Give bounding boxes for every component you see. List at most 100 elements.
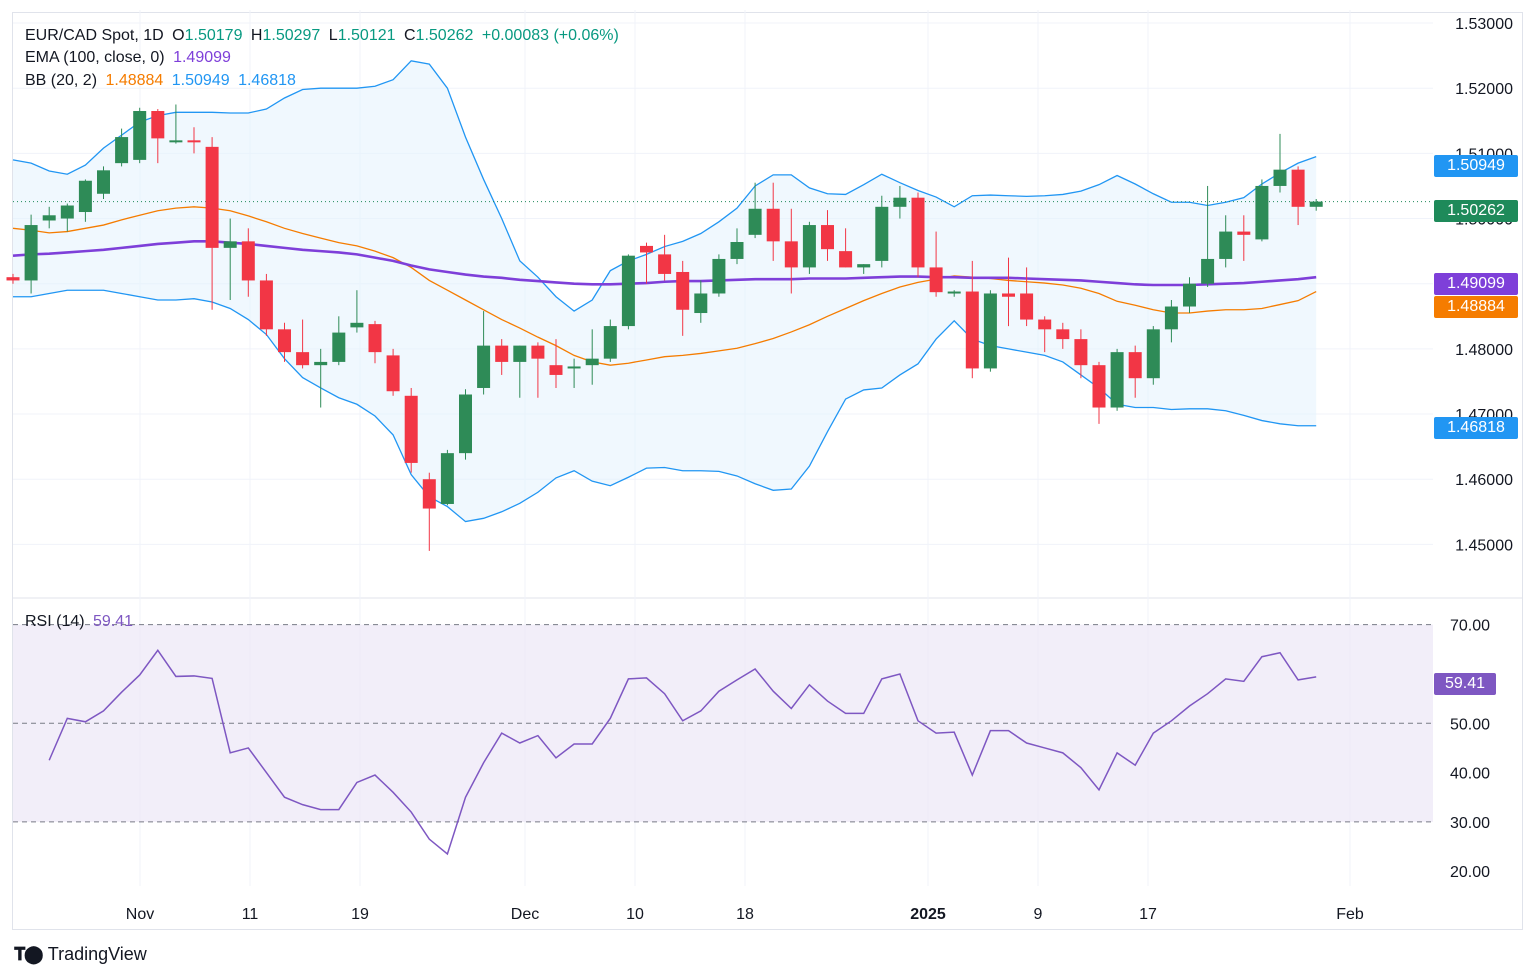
candle-body: [766, 208, 780, 242]
candle-body: [1273, 169, 1287, 186]
candle-body: [278, 329, 291, 353]
candle-body: [350, 322, 364, 328]
candle-body: [857, 264, 871, 268]
bb-label: BB (20, 2): [25, 72, 98, 89]
high-label: H: [250, 27, 263, 44]
time-tick-label: 17: [1139, 906, 1157, 923]
candle-body: [495, 345, 509, 362]
candle-body: [151, 111, 165, 139]
ohlc-legend: EUR/CAD Spot, 1D O1.50179 H1.50297 L1.50…: [25, 26, 623, 45]
candle-body: [78, 180, 92, 213]
time-tick-label: Feb: [1336, 906, 1364, 923]
candle-body: [965, 291, 979, 369]
candle-body: [187, 140, 201, 143]
candle-body: [730, 242, 744, 259]
candle-body: [24, 225, 38, 281]
rsi-legend-value: 59.41: [93, 613, 134, 630]
open-label: O: [172, 27, 185, 44]
candle-body: [97, 170, 110, 194]
bb-upper-badge: 1.50949: [1434, 155, 1518, 177]
ema-badge: 1.49099: [1434, 273, 1518, 295]
candle-body: [531, 345, 545, 359]
candle-body: [60, 205, 74, 219]
candle-body: [585, 358, 599, 366]
candle-body: [332, 332, 346, 362]
candle-body: [368, 324, 382, 353]
candle-body: [1128, 352, 1142, 379]
tradingview-logo[interactable]: 𝐓⬤ TradingView: [14, 944, 147, 965]
tradingview-mark-icon: 𝐓⬤: [14, 944, 44, 964]
rsi-pane: 70.00 50.00 40.00 30.00 20.00: [13, 618, 1490, 881]
candle-body: [893, 197, 907, 207]
open-value: 1.50179: [184, 27, 243, 44]
candle-body: [404, 395, 418, 463]
candle-body: [676, 271, 690, 310]
candle-body: [784, 241, 798, 268]
candle-body: [1020, 293, 1034, 320]
bb-legend[interactable]: BB (20, 2) 1.48884 1.50949 1.46818: [25, 71, 300, 90]
candle-body: [802, 225, 816, 268]
time-axis: Nov 11 19 Dec 10 18 2025 9 17 Feb: [126, 906, 1364, 923]
time-tick-label: 2025: [910, 906, 946, 923]
time-tick-label: 9: [1034, 906, 1043, 923]
rsi-tick-label: 50.00: [1450, 716, 1490, 733]
tradingview-wordmark: TradingView: [47, 944, 147, 964]
candle-body: [875, 206, 889, 261]
candle-body: [296, 352, 310, 366]
price-tick-label: 1.52000: [1455, 81, 1513, 98]
bb-lower-badge: 1.46818: [1434, 417, 1518, 439]
time-tick-label: 10: [626, 906, 644, 923]
candle-body: [1110, 352, 1124, 408]
bb-upper-value: 1.50949: [171, 72, 230, 89]
chart-frame: [12, 12, 1523, 930]
candle-body: [549, 365, 563, 375]
change-value: +0.00083 (+0.06%): [481, 27, 619, 44]
candle-body: [821, 225, 834, 250]
time-tick-label: Dec: [511, 906, 539, 923]
rsi-tick-label: 30.00: [1450, 815, 1490, 832]
candle-body: [386, 355, 400, 392]
ema-value: 1.49099: [173, 49, 231, 66]
bb-mid-line: [12, 206, 1317, 366]
candles: [6, 104, 1323, 551]
price-tick-label: 1.53000: [1455, 16, 1513, 33]
candle-body: [712, 258, 726, 294]
close-price-badge: 1.50262: [1434, 200, 1518, 222]
candle-body: [567, 366, 581, 369]
candle-body: [947, 291, 961, 294]
rsi-tick-label: 40.00: [1450, 766, 1490, 783]
candle-body: [314, 361, 328, 366]
price-tick-label: 1.45000: [1455, 537, 1513, 554]
candle-body: [1219, 231, 1233, 259]
close-value: 1.50262: [415, 27, 474, 44]
candle-body: [6, 277, 20, 281]
candle-body: [1183, 283, 1196, 307]
price-tick-label: 1.46000: [1455, 472, 1513, 489]
candle-body: [1056, 329, 1070, 340]
ema-legend[interactable]: EMA (100, close, 0) 1.49099: [25, 48, 235, 67]
rsi-legend[interactable]: RSI (14) 59.41: [25, 612, 137, 631]
candle-body: [42, 215, 56, 221]
rsi-tick-label: 20.00: [1450, 864, 1490, 881]
candle-body: [911, 197, 925, 268]
bb-lower-value: 1.46818: [238, 72, 296, 89]
candle-body: [1309, 201, 1323, 207]
candle-body: [459, 394, 472, 454]
candle-body: [422, 479, 436, 509]
candle-body: [205, 146, 219, 248]
candle-body: [477, 345, 491, 388]
candle-body: [241, 241, 255, 281]
time-tick-label: 18: [736, 906, 754, 923]
candle-body: [1092, 365, 1106, 408]
candle-body: [658, 254, 672, 274]
bb-mid-value: 1.48884: [105, 72, 164, 89]
candle-body: [621, 255, 635, 327]
candle-body: [1002, 293, 1015, 297]
candle-body: [929, 267, 943, 293]
candle-body: [133, 111, 147, 160]
rsi-badge: 59.41: [1434, 673, 1496, 695]
ema-label: EMA (100, close, 0): [25, 49, 165, 66]
candle-body: [983, 293, 997, 369]
symbol-title[interactable]: EUR/CAD Spot, 1D: [25, 27, 164, 44]
